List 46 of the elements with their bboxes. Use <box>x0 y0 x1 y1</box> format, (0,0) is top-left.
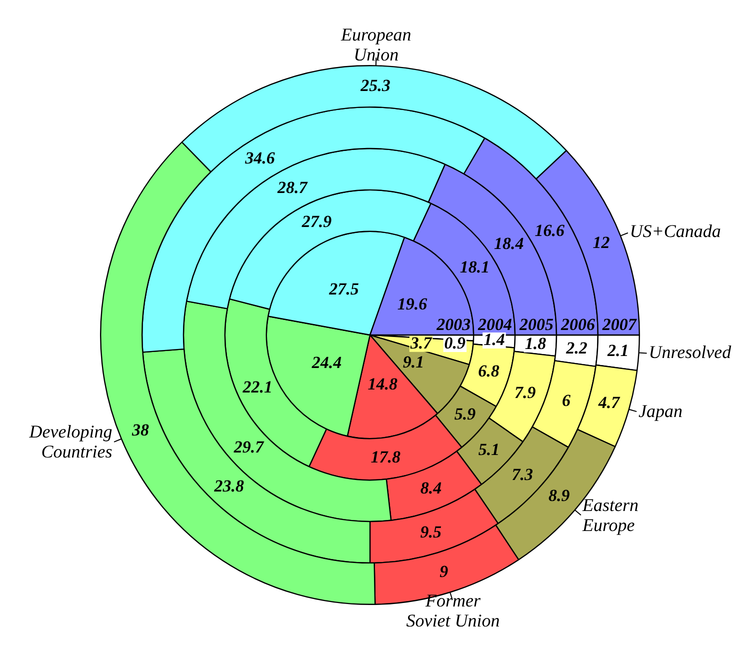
slice-label: Eastern Europe <box>581 495 638 536</box>
slice-label: 2007 <box>601 314 638 334</box>
data-label: 2.2 <box>565 338 588 358</box>
slice-label: Japan <box>638 400 683 421</box>
data-label: 1.4 <box>484 330 505 349</box>
data-label: 28.7 <box>276 178 309 197</box>
data-label: 23.8 <box>213 476 244 496</box>
slice-label: US+Canada <box>630 220 721 241</box>
slice-label: 2003 <box>436 314 472 334</box>
data-label: 1.8 <box>524 334 547 353</box>
data-label: 6.8 <box>478 361 500 380</box>
slice-label: 2006 <box>560 314 596 334</box>
slice-label: European Union <box>340 24 412 64</box>
data-label: 16.6 <box>534 221 566 240</box>
data-label: 2.1 <box>606 340 629 360</box>
data-label: 0.9 <box>444 333 466 352</box>
data-label: 25.3 <box>360 76 391 95</box>
data-label: 22.1 <box>242 378 273 397</box>
data-label: 4.7 <box>597 393 622 412</box>
data-label: 7.3 <box>512 464 534 484</box>
data-label: 5.9 <box>454 404 476 424</box>
data-label: 8.4 <box>420 478 442 498</box>
data-label: 34.6 <box>244 148 276 168</box>
data-label: 38 <box>131 420 150 440</box>
data-label: 9.5 <box>420 522 442 542</box>
slice-label: 2005 <box>518 314 554 334</box>
data-label: 29.7 <box>232 438 266 456</box>
data-label: 12 <box>592 232 610 252</box>
data-label: 5.1 <box>478 440 500 459</box>
data-label: 9.1 <box>402 352 424 372</box>
slice-label: Developing Countries <box>28 421 112 462</box>
data-label: 18.4 <box>494 234 524 253</box>
data-label: 14.8 <box>368 374 398 394</box>
data-label: 17.8 <box>370 448 401 467</box>
slice-label: Unresolved <box>648 342 732 362</box>
data-label: 7.9 <box>514 382 536 402</box>
data-label: 27.5 <box>328 280 360 299</box>
data-label: 6 <box>562 390 572 410</box>
data-label: 19.6 <box>397 294 428 314</box>
data-label: 3.7 <box>409 333 434 352</box>
data-label: 8.9 <box>548 486 570 505</box>
data-label: 27.9 <box>300 212 332 232</box>
slice-label: Former Soviet Union <box>406 590 500 631</box>
data-label: 18.1 <box>460 257 490 276</box>
data-label: 24.4 <box>310 352 342 372</box>
data-label: 9 <box>440 562 449 581</box>
